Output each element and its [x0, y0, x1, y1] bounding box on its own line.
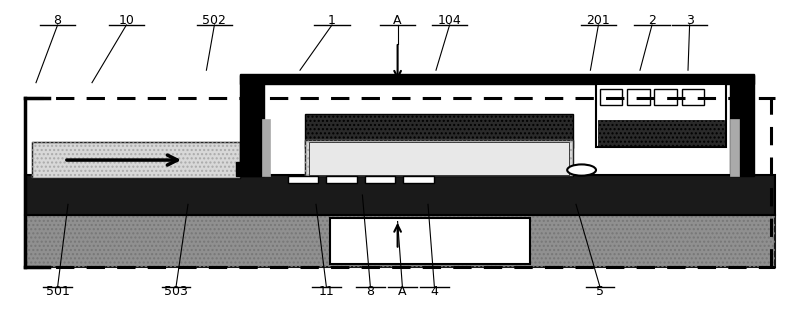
Text: 502: 502	[202, 14, 226, 27]
Text: 10: 10	[118, 14, 134, 27]
Bar	[326, 176, 357, 183]
Bar	[598, 120, 724, 146]
Bar	[240, 75, 264, 176]
Bar	[305, 140, 573, 176]
Bar	[730, 119, 739, 176]
Text: 8: 8	[366, 285, 374, 298]
Bar	[240, 74, 754, 84]
Circle shape	[567, 164, 596, 176]
Text: 1: 1	[328, 14, 336, 27]
Bar	[32, 142, 240, 178]
Text: 4: 4	[430, 285, 438, 298]
Bar	[305, 114, 573, 148]
Bar	[403, 176, 434, 183]
Bar	[682, 89, 704, 105]
Text: 501: 501	[46, 285, 70, 298]
Bar	[330, 218, 530, 264]
Text: 104: 104	[438, 14, 462, 27]
Text: 11: 11	[318, 285, 334, 298]
Text: A: A	[394, 14, 402, 27]
Bar	[262, 119, 270, 176]
Text: 8: 8	[54, 14, 62, 27]
Bar	[309, 142, 569, 175]
Text: 503: 503	[164, 285, 188, 298]
Bar	[25, 215, 775, 267]
Bar	[32, 142, 240, 178]
Bar	[305, 140, 573, 176]
Bar	[730, 75, 754, 176]
Bar	[654, 89, 677, 105]
Bar	[288, 176, 318, 183]
Bar	[365, 176, 395, 183]
Text: 201: 201	[586, 14, 610, 27]
Bar	[25, 215, 775, 267]
Text: 3: 3	[686, 14, 694, 27]
Bar	[25, 175, 775, 215]
Bar	[627, 89, 650, 105]
Bar	[596, 84, 726, 147]
Text: 2: 2	[648, 14, 656, 27]
Bar	[600, 89, 622, 105]
Text: A: A	[398, 285, 406, 298]
Text: 5: 5	[596, 285, 604, 298]
Bar	[236, 162, 260, 176]
